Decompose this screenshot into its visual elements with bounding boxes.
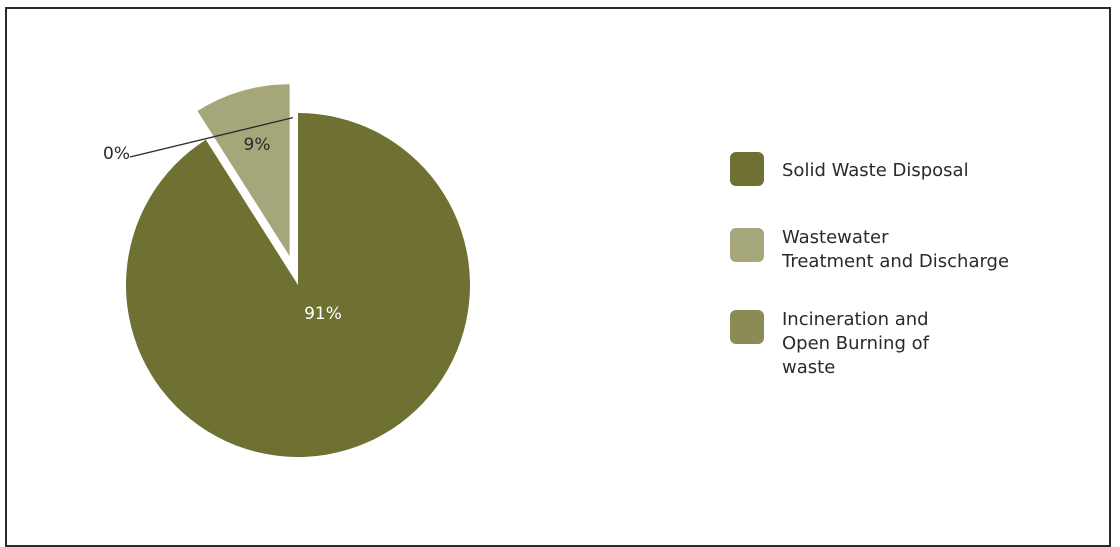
slice-label-wastewater: 9% [244,135,271,155]
legend-swatch-solid-waste [730,152,764,186]
leader-line-incineration [129,116,294,158]
pie-chart: 91% 9% 0% [103,84,470,457]
slice-wastewater [197,84,290,257]
legend-label-incineration: Incineration and Open Burning of waste [782,309,929,378]
slice-label-solid-waste: 91% [304,304,342,324]
slice-label-incineration: 0% [103,144,130,164]
slice-solid-waste [125,113,470,457]
legend-label-solid-waste: Solid Waste Disposal [782,160,969,181]
legend-swatch-incineration [730,310,764,344]
legend-label-wastewater: Wastewater Treatment and Discharge [782,227,1010,272]
legend-swatch-wastewater [730,228,764,262]
